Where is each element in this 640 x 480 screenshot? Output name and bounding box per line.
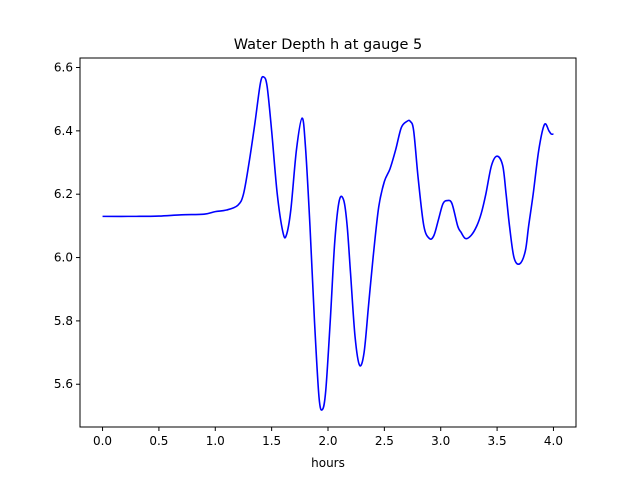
x-tick-label: 3.5	[488, 434, 507, 448]
chart-title: Water Depth h at gauge 5	[234, 37, 422, 53]
series-line-water-depth	[102, 75, 554, 411]
y-axis: 5.6 5.8 6.0 6.2 6.4 6.6	[54, 61, 80, 391]
x-tick-label: 0.5	[149, 434, 168, 448]
x-axis: 0.0 0.5 1.0 1.5 2.0 2.5 3.0 3.5 4.0	[93, 427, 563, 448]
y-tick-label: 6.2	[54, 187, 73, 201]
y-tick-label: 6.6	[54, 61, 73, 75]
y-tick-label: 6.4	[54, 124, 73, 138]
plot-area-frame	[79, 57, 577, 428]
y-tick-label: 5.6	[54, 377, 73, 391]
x-tick-label: 0.0	[93, 434, 112, 448]
y-tick-label: 5.8	[54, 314, 73, 328]
x-axis-label: hours	[311, 456, 345, 470]
x-tick-label: 1.0	[206, 434, 225, 448]
y-tick-label: 6.0	[54, 251, 73, 265]
x-tick-label: 2.0	[318, 434, 337, 448]
x-tick-label: 1.5	[262, 434, 281, 448]
x-tick-label: 3.0	[431, 434, 450, 448]
x-tick-label: 4.0	[544, 434, 563, 448]
x-tick-label: 2.5	[375, 434, 394, 448]
